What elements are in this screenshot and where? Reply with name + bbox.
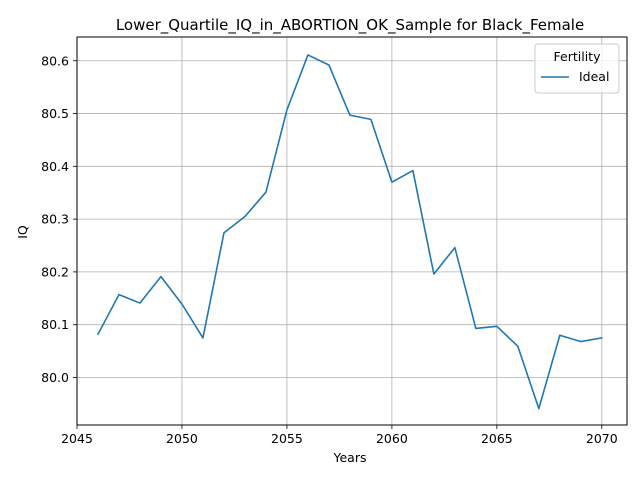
- y-tick-label: 80.2: [41, 264, 69, 279]
- x-axis-label: Years: [333, 450, 367, 465]
- x-tick-label: 2070: [586, 431, 618, 446]
- y-tick-label: 80.6: [41, 53, 69, 68]
- x-tick-label: 2045: [61, 431, 93, 446]
- x-tick-label: 2065: [481, 431, 513, 446]
- series-layer: [96, 54, 603, 410]
- y-axis-label: IQ: [15, 225, 30, 239]
- legend-box: [534, 43, 620, 94]
- y-tick-label: 80.5: [41, 106, 69, 121]
- x-tick-label: 2055: [271, 431, 303, 446]
- chart-title: Lower_Quartile_IQ_in_ABORTION_OK_Sample …: [116, 16, 584, 35]
- y-tick-label: 80.1: [41, 317, 69, 332]
- tick-layer: 2045 2050 2055 2060 2065 2070 80.0 80.1 80.2 80.3…: [41, 53, 618, 446]
- legend-title: Fertility: [554, 49, 602, 64]
- plot-area-frame: [76, 36, 628, 426]
- y-tick-label: 80.3: [41, 212, 69, 227]
- legend-label-ideal: Ideal: [579, 69, 609, 84]
- grid-layer: [76, 37, 627, 425]
- y-tick-label: 80.0: [41, 370, 69, 385]
- x-tick-label: 2060: [376, 431, 408, 446]
- series-line-ideal: [96, 54, 603, 410]
- x-tick-label: 2050: [166, 431, 198, 446]
- y-tick-label: 80.4: [41, 159, 69, 174]
- legend: Fertility Ideal: [534, 43, 620, 94]
